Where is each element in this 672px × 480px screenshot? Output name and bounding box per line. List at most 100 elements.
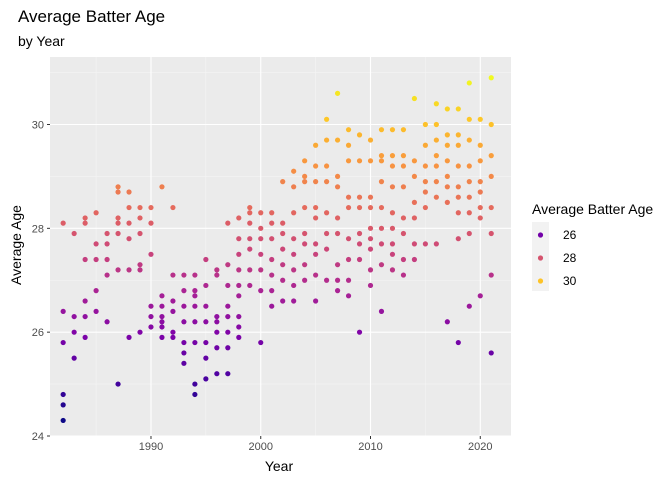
- data-point: [389, 210, 396, 216]
- data-point: [324, 277, 330, 283]
- data-point: [137, 262, 143, 268]
- data-point: [356, 329, 363, 335]
- data-point: [433, 194, 439, 200]
- data-point: [466, 194, 472, 200]
- data-point: [82, 298, 88, 304]
- data-point: [378, 153, 385, 159]
- data-point: [60, 308, 66, 314]
- data-point: [313, 298, 319, 304]
- y-tick-label: 26: [32, 327, 44, 339]
- y-axis-title: Average Age: [8, 205, 24, 285]
- data-point: [214, 272, 220, 278]
- data-point: [225, 303, 231, 309]
- data-point: [236, 215, 242, 221]
- data-point: [291, 267, 297, 273]
- data-point: [422, 142, 428, 148]
- data-point: [367, 267, 374, 273]
- data-point: [455, 142, 461, 148]
- data-point: [324, 163, 330, 169]
- data-point: [313, 215, 319, 221]
- data-point: [334, 137, 341, 143]
- data-point: [389, 267, 396, 273]
- data-point: [313, 142, 319, 148]
- data-point: [466, 303, 472, 309]
- data-point: [236, 324, 242, 330]
- data-point: [433, 137, 439, 143]
- x-tick-label: 1990: [139, 441, 163, 453]
- data-point: [477, 293, 483, 299]
- data-point: [334, 277, 341, 283]
- data-point: [269, 272, 275, 278]
- data-point: [302, 230, 308, 237]
- data-point: [433, 153, 439, 159]
- data-point: [203, 282, 209, 289]
- data-point: [466, 163, 472, 169]
- data-point: [247, 204, 253, 211]
- data-point: [367, 225, 374, 231]
- data-point: [71, 329, 77, 335]
- data-point: [280, 230, 286, 237]
- data-point: [82, 256, 88, 263]
- legend: Average Batter Age 26 28 30: [532, 201, 653, 291]
- data-point: [148, 204, 154, 211]
- data-point: [477, 116, 483, 122]
- data-point: [444, 158, 450, 164]
- data-point: [411, 215, 418, 221]
- data-point: [104, 256, 110, 263]
- data-point: [269, 256, 275, 263]
- data-point: [455, 210, 461, 216]
- data-point: [477, 142, 483, 148]
- data-point: [324, 137, 330, 143]
- data-point: [258, 210, 264, 216]
- data-point: [345, 236, 352, 242]
- data-point: [411, 199, 418, 205]
- data-point: [115, 230, 121, 237]
- data-point: [444, 142, 450, 148]
- data-point: [71, 355, 77, 361]
- legend-label: 30: [563, 274, 577, 288]
- data-point: [192, 303, 198, 309]
- data-point: [192, 272, 198, 278]
- data-point: [466, 230, 472, 237]
- data-point: [93, 288, 99, 294]
- data-point: [466, 137, 472, 143]
- data-point: [345, 127, 352, 133]
- data-point: [258, 225, 264, 231]
- data-point: [247, 282, 253, 289]
- data-point: [258, 236, 264, 242]
- data-point: [378, 179, 385, 185]
- data-point: [324, 230, 330, 237]
- data-point: [313, 241, 319, 247]
- data-point: [389, 127, 396, 133]
- data-point: [192, 288, 198, 294]
- data-point: [159, 334, 165, 340]
- data-point: [225, 262, 231, 268]
- data-point: [422, 163, 428, 169]
- data-point: [93, 308, 99, 314]
- data-point: [203, 303, 209, 309]
- data-point: [104, 230, 110, 237]
- data-point: [93, 210, 99, 216]
- data-point: [214, 313, 220, 320]
- data-point: [477, 189, 483, 195]
- data-point: [203, 376, 209, 382]
- data-point: [389, 241, 396, 247]
- data-point: [488, 272, 494, 278]
- data-point: [433, 121, 439, 128]
- data-point: [280, 246, 286, 252]
- data-point: [247, 267, 253, 273]
- data-point: [126, 267, 132, 273]
- data-point: [367, 137, 374, 143]
- data-point: [71, 230, 77, 237]
- data-point: [225, 282, 231, 289]
- data-point: [422, 179, 428, 185]
- legend-key-30: [537, 278, 544, 284]
- data-point: [126, 236, 132, 242]
- data-point: [170, 204, 176, 211]
- data-point: [291, 282, 297, 289]
- data-point: [236, 334, 242, 340]
- data-point: [60, 417, 66, 424]
- data-point: [444, 173, 450, 180]
- data-point: [466, 116, 472, 122]
- data-point: [367, 282, 374, 289]
